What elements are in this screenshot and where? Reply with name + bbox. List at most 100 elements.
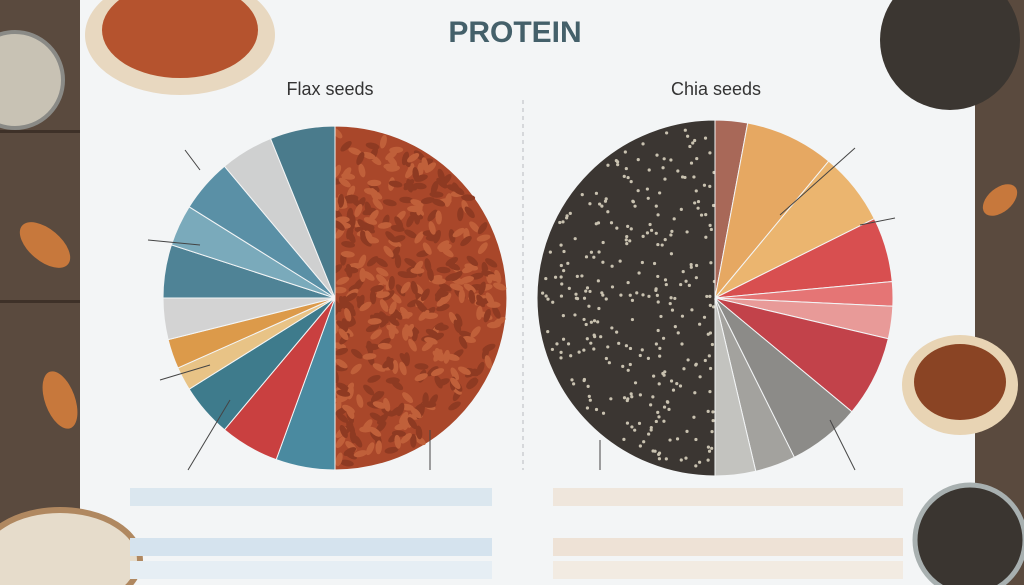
flax-seed [386,356,394,371]
table-row [553,488,903,506]
chia-seed [597,250,601,254]
flax-seed [458,336,468,349]
chia-seed [587,394,591,398]
chia-seed [603,199,608,203]
chia-seed [633,204,637,208]
table-row [130,488,492,506]
chia-seed [604,297,608,301]
flax-seed [367,179,382,187]
flax-seed [338,177,351,188]
flax-seed [351,348,363,359]
chia-seed [658,354,662,358]
flax-seed [413,150,426,161]
chia-seed [553,275,558,279]
flax-seed [386,165,400,172]
chia-seed [637,271,641,275]
flax-seed [379,134,387,149]
chia-seed [680,342,684,346]
wood-seam [0,300,90,303]
chia-seed [629,392,633,396]
chia-seed [655,293,659,297]
chia-seed [626,368,630,372]
flax-seed [477,222,488,235]
flax-seed [483,308,491,323]
flax-seed [370,187,379,202]
chia-seed [663,238,667,242]
flax-seed [407,153,420,163]
chia-jar [912,482,1024,585]
chia-seed [607,361,611,365]
chia-seed [654,231,658,235]
chia-seed [580,274,584,278]
chia-seed [568,211,572,215]
flax-seed [391,235,406,243]
chia-seed [663,370,667,374]
chia-seed [630,298,635,302]
chia-seed [694,464,698,468]
flax-seed [359,301,372,312]
flax-seed [377,222,392,229]
chia-seed [656,274,660,279]
leader-line [859,217,896,226]
chia-seed [621,364,625,368]
flax-seed [334,347,349,356]
flax-seed [341,240,356,248]
chia-seed [601,411,606,415]
flax-seed [346,303,356,317]
chia-seed [584,289,588,293]
flax-seed [413,435,426,446]
chia-seed [592,319,597,323]
table-row [553,511,903,529]
flax-seed [345,263,353,278]
flax-seed [436,378,450,387]
flax-seed [344,292,358,302]
chia-seed [600,204,604,208]
flax-seed [399,352,410,365]
chia-seed [573,237,577,241]
chia-seed [654,419,658,424]
chia-seed [544,276,548,281]
chia-seed [604,356,608,361]
chia-seed [673,296,677,301]
chia-seed [704,235,708,239]
flax-seed [413,260,424,273]
chia-seed [637,421,642,425]
chia-seed [682,367,686,371]
chia-seed [555,342,559,346]
chia-seed [705,294,709,299]
chia-seed [560,282,564,286]
flax-seed [365,230,374,244]
flax-seed [476,234,491,242]
chia-jar [0,30,65,130]
chia-seed [649,403,653,407]
chia-seed [646,356,650,360]
flax-seed [470,326,481,338]
flax-seed [340,251,355,258]
chia-seed [651,395,655,399]
flax-seed [434,324,449,331]
chia-seed [686,358,690,362]
chia-seed [626,175,630,180]
flax-seed [422,242,432,255]
flax-seed [414,231,424,244]
table-row [553,561,903,579]
chia-seed [679,458,683,462]
flax-seed [362,271,375,281]
chia-seed [622,174,626,178]
flax-seed [340,141,352,152]
flax-seed [358,163,366,178]
chia-seed [656,300,660,304]
flax-seed [339,459,354,467]
chia-seed [638,393,642,397]
flax-seed [332,286,347,294]
flax-seed [445,257,459,267]
chia-seed [582,317,586,322]
chia-seed [636,158,640,162]
chia-seed [584,255,589,259]
chia-seed [683,128,687,132]
chia-seed [710,342,714,347]
chia-seed [630,317,635,322]
flax-seed [435,210,442,225]
chia-seed [610,264,614,268]
flax-seed [362,353,377,360]
